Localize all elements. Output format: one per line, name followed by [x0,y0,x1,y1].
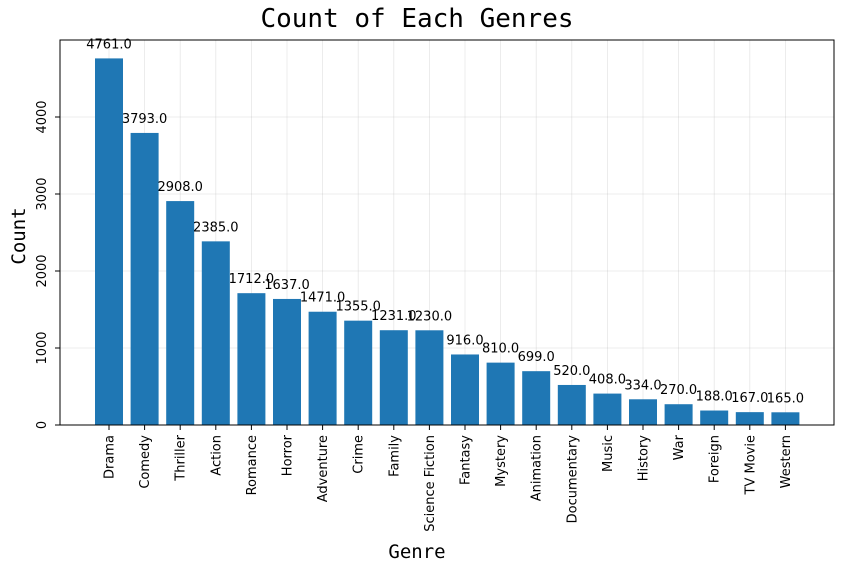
bar-adventure [308,311,337,425]
bar-fantasy [451,354,479,425]
x-tick-label: Crime [352,435,367,474]
bar-value-label: 1231.0 [371,309,417,324]
bar-value-label: 2385.0 [193,220,239,235]
x-tick-label: Comedy [138,435,153,489]
x-tick-label: Music [601,435,616,472]
y-tick-label: 0 [35,421,50,429]
bar-value-label: 4761.0 [86,37,132,52]
bar-value-label: 270.0 [660,383,697,398]
x-tick-label: Fantasy [459,435,474,485]
x-tick-label: Horror [281,434,296,476]
x-tick-label: Romance [245,435,260,495]
bar-action [201,241,230,425]
bar-tv-movie [735,412,764,425]
bar-value-label: 2908.0 [157,180,203,195]
bar-value-label: 3793.0 [122,112,168,127]
bar-history [629,399,657,425]
x-tick-label: Mystery [494,435,509,487]
chart-title: Count of Each Genres [260,4,574,34]
bar-value-label: 188.0 [696,390,733,405]
bar-value-label: 810.0 [482,342,519,357]
value-labels: 4761.0 3793.0 2908.0 2385.0 1712.01637.01471… [86,37,804,406]
x-tick-label: Family [387,435,402,477]
bar-value-label: 1230.0 [407,309,453,324]
bar-value-label: 916.0 [446,333,483,348]
bar-horror [273,298,301,425]
x-tick-label: Action [209,435,224,476]
x-tick-label: History [637,435,652,482]
x-tick-label: Documentary [565,435,580,524]
x-tick-label: TV Movie [743,435,758,495]
bar-documentary [557,384,586,425]
bar-western [771,412,800,425]
bar-value-label: 165.0 [767,391,804,406]
y-axis-ticks: 0 1000 2000 3000 4000 [35,100,60,429]
bar-crime [344,320,373,425]
plot-frame [59,39,835,426]
bar-romance [237,293,266,425]
bar-value-label: 520.0 [553,364,590,379]
y-tick-label: 4000 [35,100,50,133]
bar-foreign [700,410,729,425]
y-tick-label: 2000 [35,254,50,287]
bar-family [379,330,408,425]
x-tick-label: Science Fiction [423,435,438,532]
bar-value-label: 699.0 [518,350,555,365]
bar-value-label: 334.0 [624,378,661,393]
x-tick-label: Thriller [174,434,189,481]
x-axis-ticks: Drama Comedy Thriller Action Romance Horror Ad… [103,425,794,532]
bar-value-label: 1712.0 [229,272,275,287]
x-tick-label: Foreign [708,435,723,483]
bars [95,58,800,425]
x-tick-label: Adventure [316,435,331,502]
x-tick-label: War [672,434,687,460]
bar-value-label: 408.0 [589,373,626,388]
bar-drama [95,58,123,425]
bar-value-label: 1637.0 [264,278,310,293]
bar-science-fiction [415,330,444,425]
bar-thriller [166,201,195,425]
bar-value-label: 167.0 [731,391,768,406]
x-tick-label: Drama [103,435,118,479]
y-tick-label: 1000 [35,331,50,364]
bar-music [593,393,622,425]
bar-mystery [486,362,515,425]
bar-comedy [130,132,159,425]
x-tick-label: Western [779,435,794,488]
x-axis-title: Genre [388,541,446,563]
x-tick-label: Animation [530,435,545,501]
bar-value-label: 1471.0 [300,291,346,306]
bar-animation [522,371,551,425]
bar-war [664,404,693,425]
bar-value-label: 1355.0 [335,300,381,315]
y-tick-label: 3000 [35,177,50,210]
